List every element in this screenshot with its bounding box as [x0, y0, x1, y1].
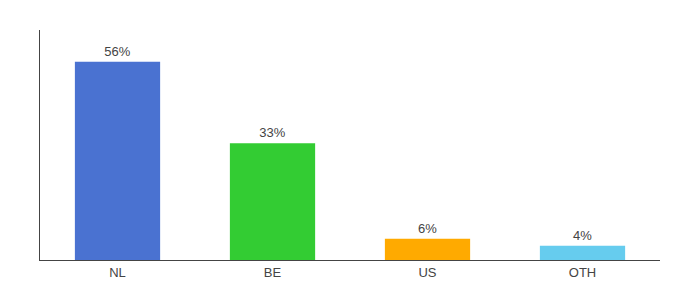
svg-text:BE: BE — [264, 265, 282, 280]
svg-text:4%: 4% — [573, 228, 592, 243]
svg-text:OTH: OTH — [569, 265, 596, 280]
svg-text:US: US — [418, 265, 436, 280]
svg-text:33%: 33% — [259, 125, 285, 140]
svg-text:NL: NL — [109, 265, 126, 280]
svg-text:56%: 56% — [104, 44, 130, 59]
svg-text:6%: 6% — [418, 221, 437, 236]
